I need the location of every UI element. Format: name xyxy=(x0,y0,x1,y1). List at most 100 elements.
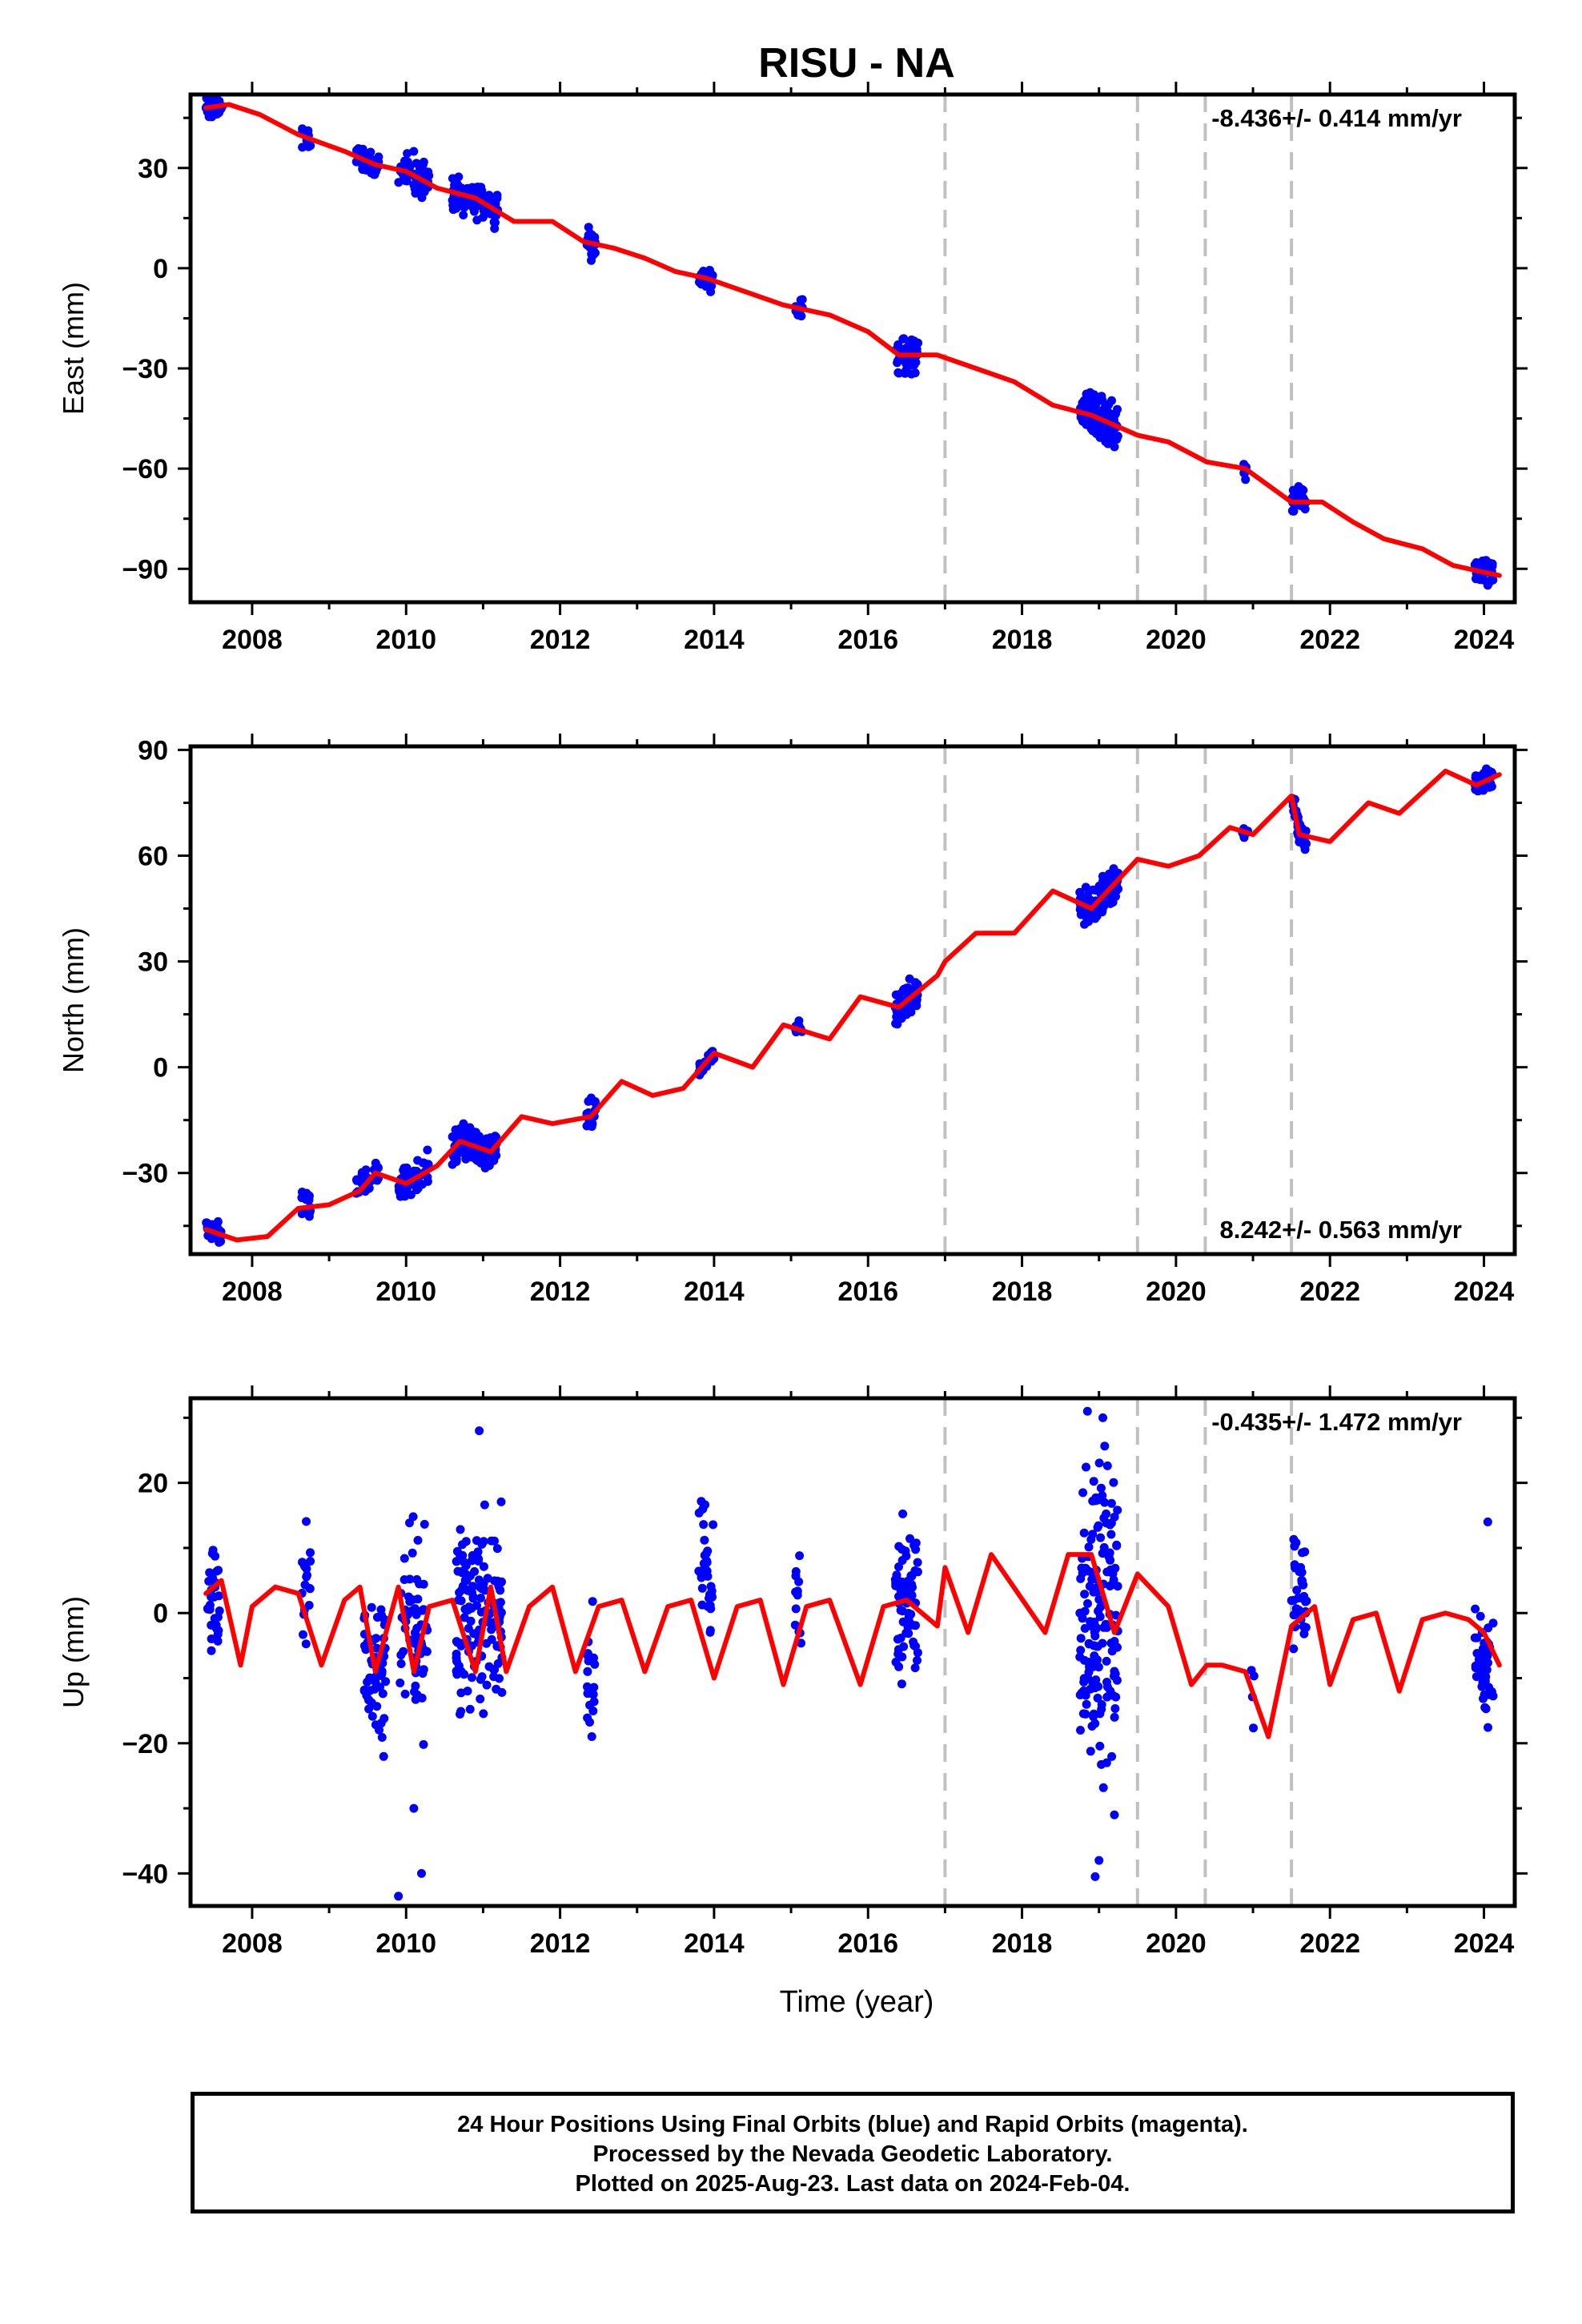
data-point xyxy=(1107,1647,1117,1656)
data-point xyxy=(1109,1478,1118,1487)
data-point xyxy=(376,1612,386,1622)
data-point xyxy=(905,974,914,983)
data-point xyxy=(405,1518,414,1528)
data-point xyxy=(1086,424,1096,433)
x-tick-label: 2014 xyxy=(684,625,745,655)
data-point xyxy=(591,1098,600,1108)
data-point xyxy=(492,194,502,203)
data-point xyxy=(452,1649,461,1659)
data-point xyxy=(457,1586,466,1595)
data-point xyxy=(894,1562,903,1571)
data-point xyxy=(1106,1520,1114,1530)
data-point xyxy=(897,1679,906,1689)
footer-info-box: 24 Hour Positions Using Final Orbits (bl… xyxy=(191,2092,1515,2213)
data-point-outlier xyxy=(1098,1413,1108,1422)
data-point xyxy=(1107,895,1117,904)
x-tick-label: 2008 xyxy=(222,1277,283,1307)
data-point xyxy=(1471,1661,1480,1671)
data-point xyxy=(457,1145,467,1155)
data-point xyxy=(589,1653,598,1663)
data-point xyxy=(1080,1590,1090,1599)
data-point xyxy=(1095,432,1105,442)
data-point xyxy=(466,1616,476,1626)
data-point xyxy=(583,1682,592,1691)
data-point xyxy=(212,1566,222,1576)
data-point xyxy=(1293,1594,1303,1603)
data-point xyxy=(448,1160,457,1169)
x-tick-label: 2010 xyxy=(375,1928,436,1959)
data-point xyxy=(1076,1634,1086,1643)
data-point xyxy=(1098,1783,1108,1792)
data-point xyxy=(793,1586,802,1596)
data-point xyxy=(894,368,904,378)
y-tick-label: −30 xyxy=(122,354,168,384)
data-point xyxy=(472,1601,481,1610)
x-tick-label: 2024 xyxy=(1454,1277,1515,1307)
data-point xyxy=(1099,1514,1109,1523)
data-point xyxy=(894,1662,904,1671)
data-point xyxy=(1481,1704,1491,1714)
data-point xyxy=(356,147,365,156)
data-point xyxy=(215,1237,223,1247)
data-point xyxy=(464,1606,473,1614)
data-point xyxy=(1096,1533,1106,1542)
data-point xyxy=(1247,1666,1256,1675)
data-point xyxy=(1090,914,1100,923)
data-point xyxy=(1091,1675,1101,1685)
data-point xyxy=(1300,505,1310,514)
data-point xyxy=(1090,1583,1100,1593)
data-point xyxy=(1300,1547,1310,1557)
y-tick-label: 90 xyxy=(138,735,168,766)
data-point xyxy=(1086,1747,1095,1756)
data-point xyxy=(370,170,379,179)
data-point xyxy=(1094,420,1103,429)
data-point xyxy=(207,1646,216,1655)
data-point xyxy=(790,1620,800,1630)
data-point xyxy=(791,1571,801,1581)
rate-annotation: -8.436+/- 0.414 mm/yr xyxy=(1211,104,1462,132)
data-point xyxy=(1089,390,1098,400)
data-point xyxy=(453,179,463,189)
data-point xyxy=(1113,1506,1122,1515)
data-point xyxy=(202,94,211,103)
data-point xyxy=(791,1604,801,1614)
data-point xyxy=(1092,1642,1102,1651)
data-point xyxy=(697,1600,707,1610)
data-point xyxy=(1106,434,1116,444)
data-point xyxy=(588,250,598,259)
data-point xyxy=(487,1536,496,1546)
data-point xyxy=(1486,782,1496,791)
data-point xyxy=(1110,1704,1120,1713)
data-point xyxy=(1297,1567,1307,1577)
x-tick-label: 2016 xyxy=(837,1277,898,1307)
data-point xyxy=(1094,1663,1103,1672)
chart-title: RISU - NA xyxy=(758,40,955,86)
data-point xyxy=(455,1125,464,1135)
data-point xyxy=(419,1665,428,1675)
x-axis-label: Time (year) xyxy=(780,1985,934,2019)
data-point xyxy=(589,1683,599,1692)
data-point xyxy=(482,1680,492,1690)
data-point xyxy=(701,1500,710,1510)
y-tick-label: −90 xyxy=(122,554,168,585)
data-point-outlier xyxy=(1082,1406,1092,1416)
data-point xyxy=(416,167,426,176)
data-point xyxy=(419,1739,428,1749)
data-point xyxy=(381,1677,391,1687)
data-point xyxy=(213,1612,223,1622)
data-point xyxy=(304,1191,314,1200)
data-point xyxy=(477,1672,487,1682)
data-point xyxy=(588,1597,597,1606)
data-point xyxy=(1300,845,1310,854)
data-point xyxy=(1082,1699,1091,1709)
data-point xyxy=(1076,1726,1085,1735)
data-point xyxy=(371,1158,380,1168)
data-point xyxy=(1301,1622,1311,1632)
data-point xyxy=(897,1606,907,1616)
data-point xyxy=(1471,773,1480,782)
data-point xyxy=(456,1525,465,1534)
data-point xyxy=(1099,1542,1109,1552)
data-point xyxy=(299,1630,307,1639)
plot-frame xyxy=(188,92,1517,605)
